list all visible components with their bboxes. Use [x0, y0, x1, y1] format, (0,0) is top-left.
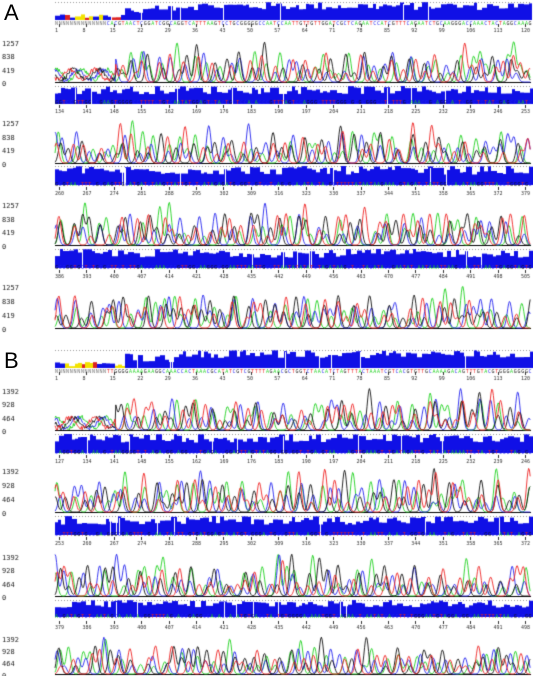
panel-b-label: B: [4, 348, 19, 373]
panel-a-label: A: [4, 0, 19, 25]
